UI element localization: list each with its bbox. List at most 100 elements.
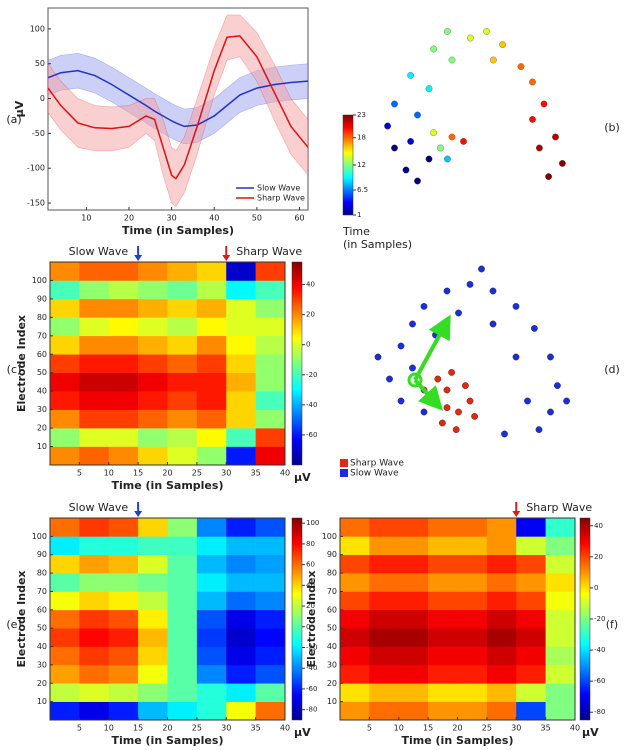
y-tick-label: 50	[37, 624, 47, 633]
colorbar	[342, 114, 354, 216]
x-tick-label: 30	[167, 214, 177, 223]
heatmap-cell	[255, 646, 286, 666]
heatmap-cell	[138, 628, 168, 647]
heatmap-cell	[457, 518, 488, 537]
scatter-point	[478, 265, 485, 273]
heatmap-cell	[50, 664, 80, 684]
heatmap-cell	[340, 628, 370, 647]
heatmap-cell	[340, 518, 370, 537]
heatmap-cell	[79, 372, 110, 392]
x-tick-label: 35	[251, 469, 261, 478]
scatter-point	[554, 382, 561, 389]
legend-swatch	[340, 469, 348, 477]
heatmap-cell	[340, 591, 370, 611]
heatmap-cell	[255, 428, 286, 447]
heatmap-cell	[226, 664, 256, 684]
heatmap-cell	[428, 701, 458, 721]
heatmap-cell	[255, 317, 286, 337]
heatmap-cell	[516, 554, 546, 574]
colorbar-label: Time	[342, 225, 370, 238]
panel-label: (b)	[604, 121, 620, 134]
y-tick-label: -150	[27, 199, 45, 208]
heatmap-cell	[167, 262, 198, 281]
x-tick-label: 15	[423, 724, 433, 733]
heatmap-cell	[108, 591, 139, 611]
heatmap-cell	[138, 428, 168, 447]
scatter-point	[466, 281, 474, 288]
heatmap-cell	[226, 609, 256, 629]
scatter-point	[483, 28, 490, 35]
heatmap-cell	[428, 609, 458, 629]
heatmap-cell	[108, 664, 139, 684]
heatmap-cell	[167, 372, 198, 392]
heatmap-cell	[340, 536, 370, 556]
heatmap-cell	[196, 518, 227, 537]
heatmap-cell	[226, 536, 256, 556]
heatmap-cell	[167, 335, 198, 355]
scatter-point	[409, 364, 416, 372]
heatmap-cell	[486, 518, 517, 537]
scatter-point	[430, 45, 437, 53]
heatmap-cell	[196, 683, 227, 702]
colorbar-tick-label: -40	[594, 646, 605, 654]
colorbar-tick-label: -20	[306, 371, 317, 379]
colorbar-tick-label: 0	[594, 584, 598, 592]
scatter-point	[529, 78, 536, 86]
scatter-point	[489, 287, 497, 295]
heatmap-cell	[79, 591, 110, 611]
heatmap-cell	[50, 591, 80, 611]
colorbar-tick-label: -20	[306, 643, 317, 651]
heatmap-cell	[340, 609, 370, 629]
x-tick-label: 25	[482, 724, 492, 733]
heatmap-cell	[79, 683, 110, 702]
scatter-point	[517, 63, 525, 70]
heatmap-cell	[545, 591, 576, 611]
heatmap-cell	[196, 609, 227, 629]
heatmap-cell	[226, 646, 256, 666]
heatmap-cell	[516, 573, 546, 592]
heatmap-cell	[79, 262, 110, 281]
x-tick-label: 60	[294, 214, 304, 223]
scatter-point	[391, 144, 398, 152]
y-tick-label: 70	[37, 331, 47, 340]
heatmap-cell	[255, 664, 286, 684]
colorbar-tick-label: 80	[306, 540, 315, 548]
x-tick-label: 30	[221, 469, 231, 478]
heatmap-cell	[255, 446, 286, 466]
x-axis-label: Time (in Samples)	[112, 479, 224, 492]
heatmap-cell	[108, 573, 139, 592]
heatmap-cell	[79, 446, 110, 466]
y-axis-label: μV	[13, 100, 26, 117]
colorbar-tick-label: -80	[306, 706, 317, 714]
x-tick-label: 5	[367, 724, 372, 733]
heatmap-cell	[79, 428, 110, 447]
scatter-point	[448, 133, 456, 141]
heatmap-cell	[545, 536, 576, 556]
heatmap-cell	[340, 664, 370, 684]
heatmap-cell	[138, 664, 168, 684]
heatmap-cell	[196, 664, 227, 684]
y-tick-label: 10	[327, 697, 337, 706]
scatter-point	[455, 309, 462, 317]
heatmap-cell	[108, 536, 139, 556]
heatmap-cell	[196, 428, 227, 447]
scatter-point	[547, 353, 554, 361]
heatmap-cell	[50, 701, 80, 721]
scatter-point	[462, 382, 469, 389]
heatmap-cell	[340, 646, 370, 666]
heatmap-cell	[108, 554, 139, 574]
scatter-point	[531, 325, 538, 332]
heatmap-cell	[255, 609, 286, 629]
x-tick-label: 15	[133, 469, 143, 478]
heatmap-cell	[167, 664, 198, 684]
heatmap-cell	[167, 701, 198, 721]
heatmap-cell	[428, 518, 458, 537]
heatmap-cell	[108, 428, 139, 447]
x-axis-label: Time (in Samples)	[402, 734, 514, 747]
heatmap-cell	[226, 298, 256, 318]
scatter-point	[540, 100, 548, 108]
heatmap-cell	[369, 591, 400, 611]
confidence-band	[47, 14, 309, 207]
heatmap-cell	[167, 518, 198, 537]
heatmap-cell	[398, 591, 429, 611]
